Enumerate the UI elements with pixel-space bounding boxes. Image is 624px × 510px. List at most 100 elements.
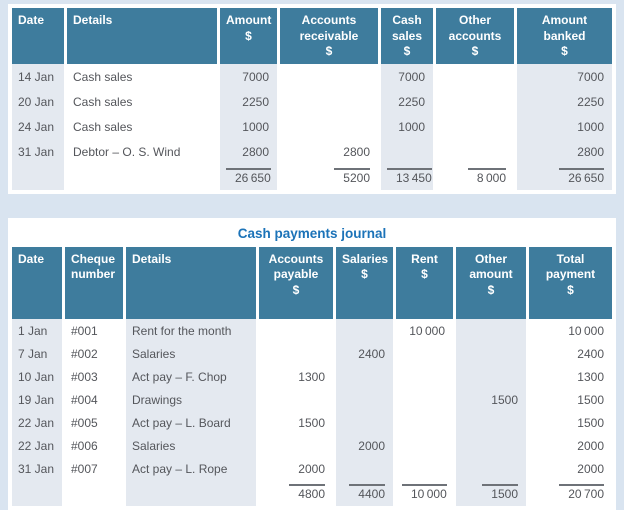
total-cell <box>67 164 217 190</box>
total-cell: 26 650 <box>220 163 277 190</box>
column-header-accounts-receivable: Accounts receivable $ <box>280 8 378 64</box>
column-unit: $ <box>361 267 368 282</box>
cell: 22 Jan <box>12 410 62 434</box>
column-label: Details <box>73 13 113 27</box>
column-header-other-amount: Other amount $ <box>456 246 526 319</box>
cell: 2250 <box>517 88 612 114</box>
table-row: 22 Jan #006 Salaries 2000 2000 <box>12 433 612 457</box>
column-label: Amount <box>226 13 272 27</box>
column-label: Total payment <box>545 251 596 282</box>
total-cell: 4400 <box>336 479 393 506</box>
cell <box>436 64 514 89</box>
column-label: Rent <box>411 251 438 266</box>
cell: 10 Jan <box>12 364 62 388</box>
column-label: Cash sales <box>391 13 423 43</box>
cell: #006 <box>71 438 98 453</box>
cell: 1300 <box>298 369 325 384</box>
total-value: 10 000 <box>402 483 447 501</box>
column-unit: $ <box>567 282 574 297</box>
table-row: 31 Jan Debtor – O. S. Wind 2800 2800 2800 <box>12 138 612 164</box>
total-cell: 1500 <box>456 479 526 506</box>
column-label: Cheque number <box>71 251 116 282</box>
column-label: Salaries <box>342 251 389 266</box>
cell: Cash sales <box>73 69 133 84</box>
cell: 2800 <box>220 138 277 164</box>
textbook-page: Date Details Amount $ Accounts receivable $ Ca… <box>0 4 624 510</box>
column-header-details: Details <box>67 8 217 64</box>
column-unit: $ <box>325 44 333 59</box>
column-header-amount: Amount $ <box>220 8 277 64</box>
cell <box>456 364 526 388</box>
total-cell: 8 000 <box>436 164 514 190</box>
column-unit: $ <box>245 28 252 43</box>
column-header-salaries: Salaries $ <box>336 246 393 319</box>
column-unit: $ <box>487 282 495 297</box>
column-header-other-accounts: Other accounts $ <box>436 8 514 64</box>
total-value: 26 650 <box>559 167 604 185</box>
cell: #007 <box>71 461 98 476</box>
total-cell: 20 700 <box>529 480 612 506</box>
cash-payments-panel: Cash payments journal Date Cheque number D… <box>8 217 616 510</box>
table-row: 19 Jan #004 Drawings 1500 1500 <box>12 387 612 411</box>
total-cell: 26 650 <box>517 163 612 190</box>
cell: 14 Jan <box>12 63 64 89</box>
total-cell <box>126 479 256 506</box>
cell: 7000 <box>517 63 612 89</box>
cell: Drawings <box>126 387 256 411</box>
column-label: Date <box>18 251 45 266</box>
total-value: 5200 <box>334 167 370 185</box>
column-header-accounts-payable: Accounts payable $ <box>259 246 333 319</box>
total-value: 8 000 <box>467 167 506 185</box>
cell: 19 Jan <box>12 387 62 411</box>
total-value: 4400 <box>349 483 385 501</box>
column-header-amount-banked: Amount banked $ <box>517 8 612 64</box>
total-value: 26 650 <box>226 167 271 185</box>
cell <box>280 64 378 89</box>
column-label: Other accounts <box>448 13 502 43</box>
cell: 7000 <box>220 63 277 89</box>
cell <box>436 139 514 164</box>
cell: 1000 <box>220 113 277 139</box>
column-label: Date <box>18 13 45 27</box>
cell: 2800 <box>343 144 370 159</box>
cell: 2400 <box>336 341 393 365</box>
cell: 1500 <box>577 392 604 407</box>
cell <box>259 342 333 365</box>
cell <box>456 456 526 480</box>
column-header-cheque-number: Cheque number <box>65 246 123 319</box>
table-row: 22 Jan #005 Act pay – L. Board 1500 1500 <box>12 410 612 434</box>
cell: 20 Jan <box>12 88 64 114</box>
cell: 2400 <box>577 346 604 361</box>
cell <box>396 342 453 365</box>
column-label: Accounts payable <box>268 251 324 282</box>
column-header-total-payment: Total payment $ <box>529 246 612 319</box>
cell: 1500 <box>298 415 325 430</box>
cell <box>259 434 333 457</box>
cell <box>280 89 378 114</box>
cell <box>336 318 393 342</box>
cell <box>436 114 514 139</box>
table-row: 24 Jan Cash sales 1000 1000 1000 <box>12 113 612 139</box>
total-value: 1500 <box>482 483 518 501</box>
total-cell <box>12 479 62 506</box>
table-row: 7 Jan #002 Salaries 2400 2400 <box>12 341 612 365</box>
column-header-details: Details <box>126 246 256 319</box>
column-header-date: Date <box>12 8 64 64</box>
cell <box>456 341 526 365</box>
column-unit: $ <box>421 267 428 282</box>
cell: 2000 <box>298 461 325 476</box>
cell: 1 Jan <box>12 318 62 342</box>
cell <box>436 89 514 114</box>
total-value: 13 450 <box>387 167 432 185</box>
table-row: 14 Jan Cash sales 7000 7000 7000 <box>12 63 612 89</box>
column-unit: $ <box>561 44 568 59</box>
cell: 24 Jan <box>12 113 64 139</box>
cell <box>336 456 393 480</box>
cell: 7 Jan <box>12 341 62 365</box>
total-cell: 13 450 <box>381 163 433 190</box>
cell: Salaries <box>126 433 256 457</box>
cell: 22 Jan <box>12 433 62 457</box>
cell: 10 000 <box>568 323 604 338</box>
cell <box>259 319 333 342</box>
table-row: 31 Jan #007 Act pay – L. Rope 2000 2000 <box>12 456 612 480</box>
